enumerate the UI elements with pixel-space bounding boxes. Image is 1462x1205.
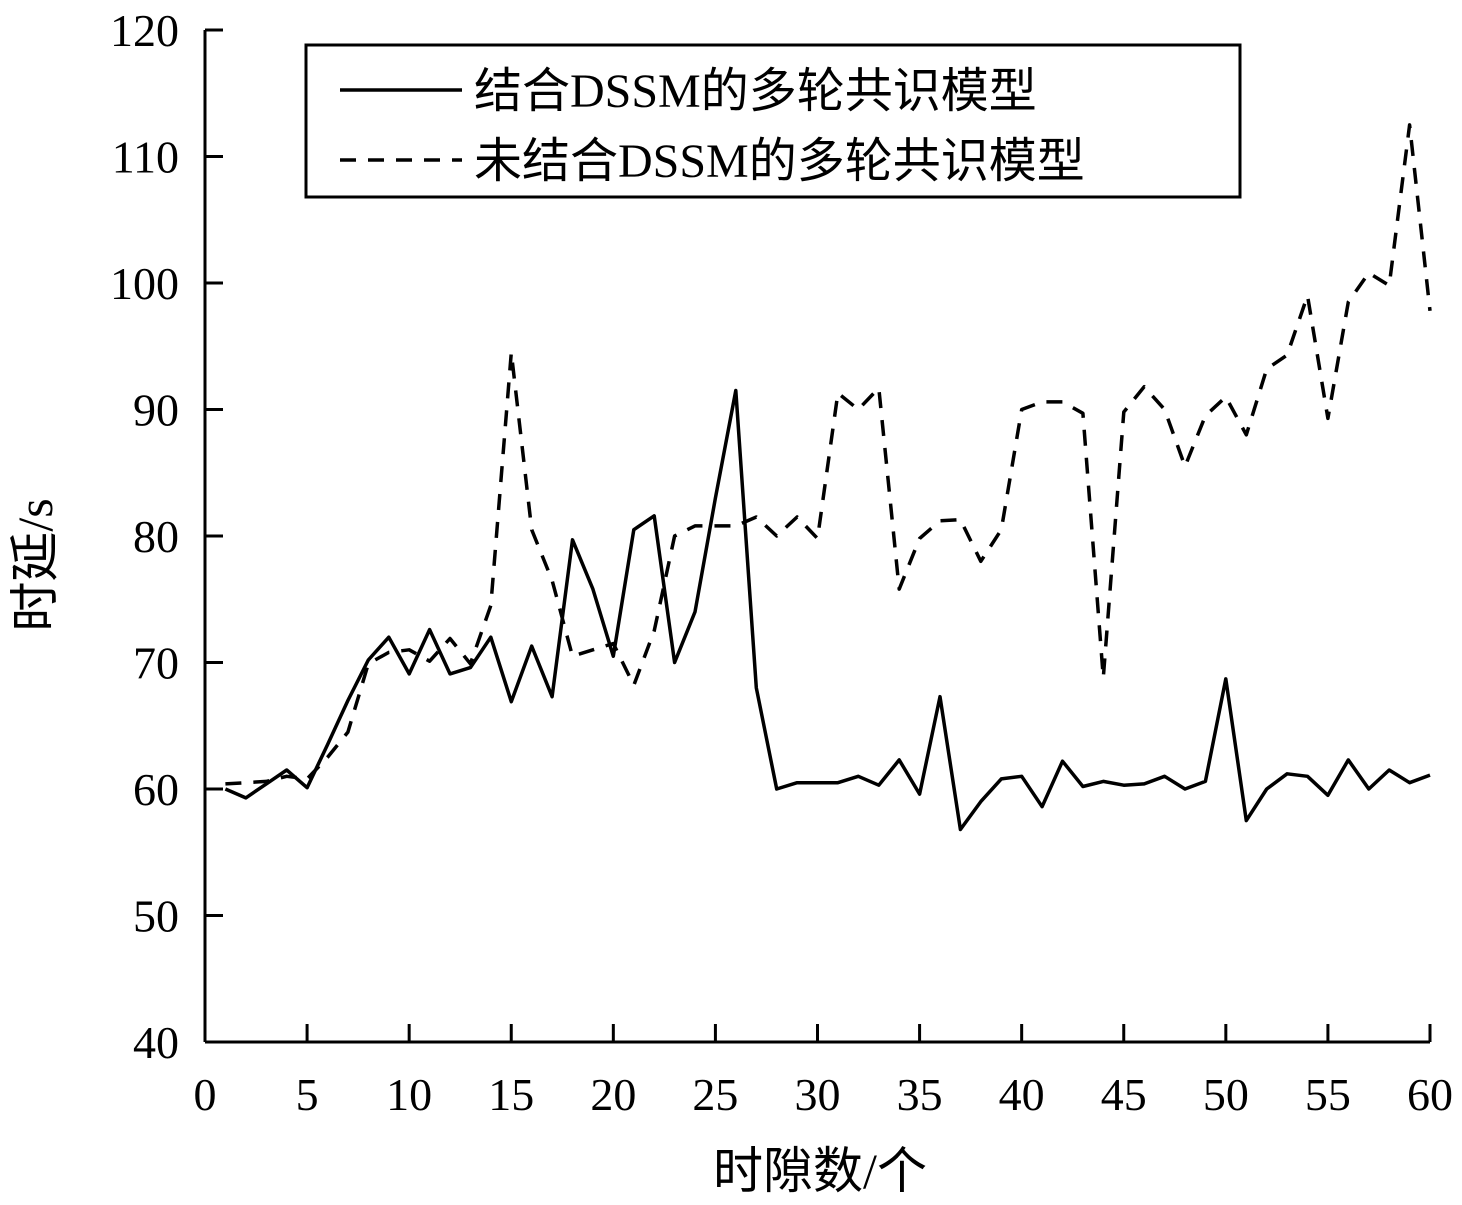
x-tick-label: 25 xyxy=(692,1069,738,1120)
y-tick-label: 120 xyxy=(110,5,179,56)
series-line-2-dashed xyxy=(225,123,1432,786)
x-tick-label: 20 xyxy=(590,1069,636,1120)
y-tick-label: 110 xyxy=(112,132,179,183)
y-axis-title: 时延/s xyxy=(7,498,63,631)
x-axis-title: 时隙数/个 xyxy=(713,1143,927,1199)
y-tick-label: 50 xyxy=(133,891,179,942)
y-tick-label: 40 xyxy=(133,1017,179,1068)
x-tick-label: 40 xyxy=(999,1069,1045,1120)
x-tick-label: 45 xyxy=(1101,1069,1147,1120)
x-tick-label: 5 xyxy=(296,1069,319,1120)
x-tick-label: 60 xyxy=(1407,1069,1453,1120)
x-tick-label: 35 xyxy=(897,1069,943,1120)
y-tick-label: 60 xyxy=(133,764,179,815)
y-tick-label: 70 xyxy=(133,638,179,689)
x-tick-label: 50 xyxy=(1203,1069,1249,1120)
x-tick-label: 30 xyxy=(795,1069,841,1120)
y-tick-label: 80 xyxy=(133,511,179,562)
y-axis-ticks: 40 50 60 70 80 90 100 110 120 xyxy=(110,5,223,1068)
series-line-1-solid xyxy=(224,388,1431,832)
legend-label-series-2: 未结合DSSM的多轮共识模型 xyxy=(474,135,1085,188)
x-tick-label: 0 xyxy=(194,1069,217,1120)
legend-box xyxy=(304,43,1242,199)
legend-label-series-1: 结合DSSM的多轮共识模型 xyxy=(474,65,1037,118)
x-axis-ticks: 0 5 10 15 20 25 30 35 40 45 50 55 60 xyxy=(194,1024,1453,1120)
x-tick-label: 10 xyxy=(386,1069,432,1120)
chart-series xyxy=(224,123,1432,832)
y-tick-label: 100 xyxy=(110,258,179,309)
x-tick-label: 15 xyxy=(488,1069,534,1120)
legend: 结合DSSM的多轮共识模型 未结合DSSM的多轮共识模型 xyxy=(304,43,1242,199)
y-tick-label: 90 xyxy=(133,385,179,436)
x-tick-label: 55 xyxy=(1305,1069,1351,1120)
